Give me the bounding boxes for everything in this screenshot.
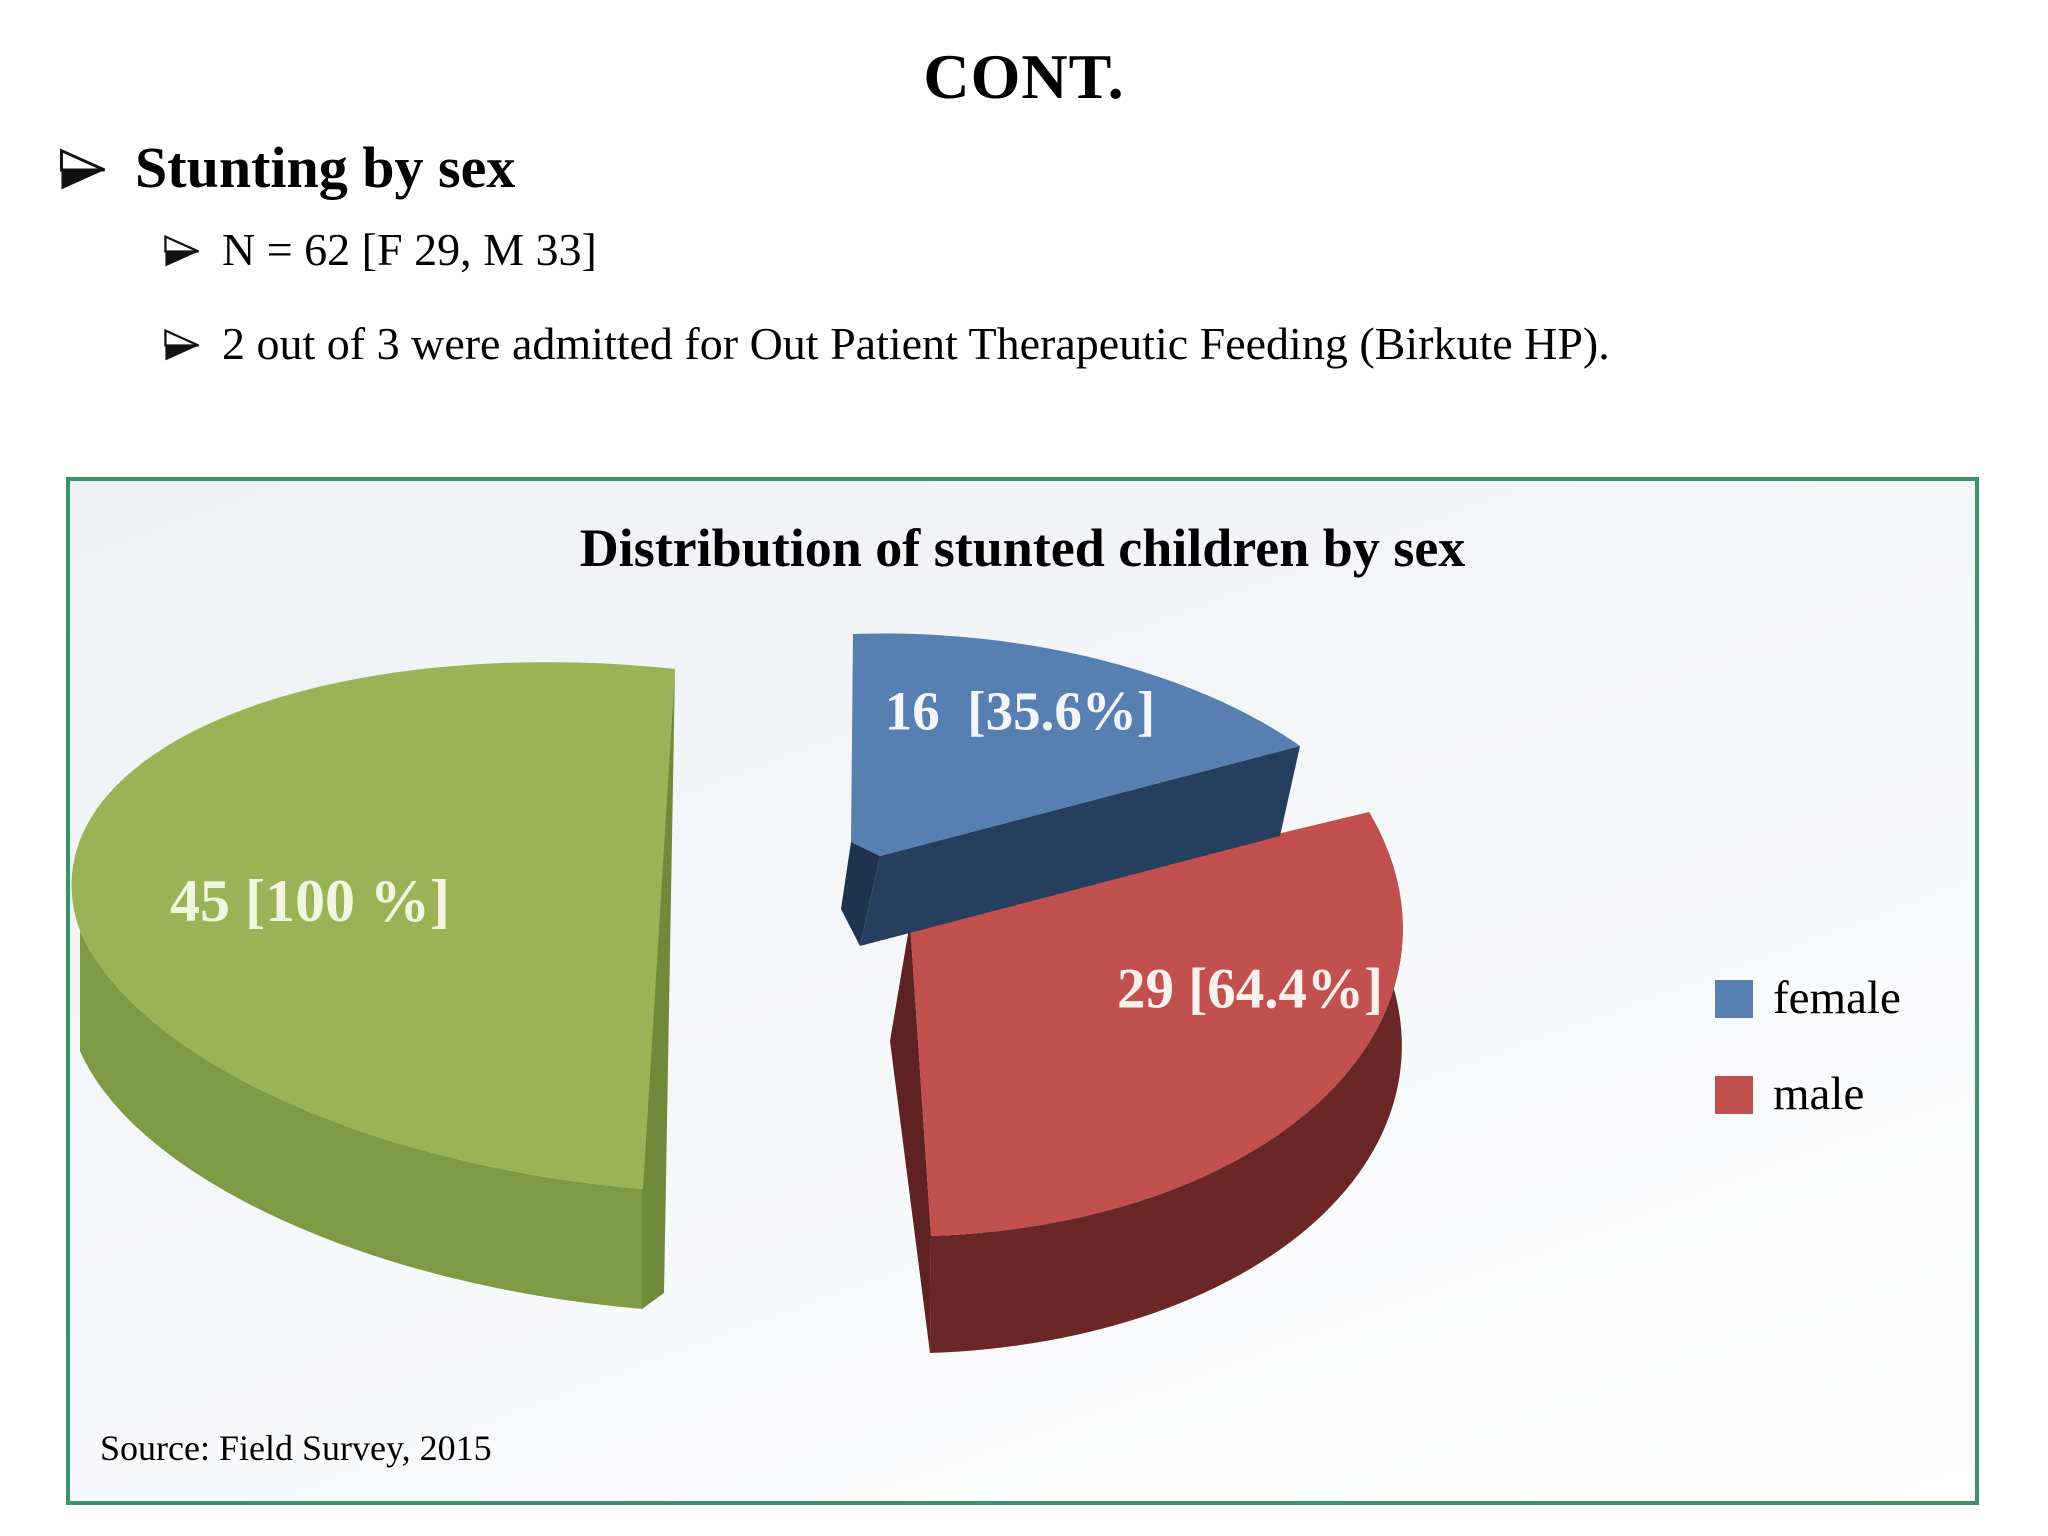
pie-slice-male-side <box>930 812 1403 1353</box>
data-label-female: 16 [35.6%] <box>884 680 1156 742</box>
chart-source: Source: Field Survey, 2015 <box>100 1428 492 1468</box>
data-label-total: 45 [100 %] <box>170 868 450 934</box>
slide-title: CONT. <box>923 41 1125 112</box>
pie-chart <box>71 633 1403 1353</box>
bullet-level1-label: Stunting by sex <box>135 135 516 200</box>
pie-slice-female <box>851 633 1300 856</box>
legend-label-male: male <box>1773 1068 1865 1120</box>
pie-slice-total-edge <box>642 669 675 1309</box>
legend-swatch-male-icon <box>1715 1075 1753 1114</box>
arrow-bullet-icon <box>59 148 106 190</box>
pie-slice-male <box>910 812 1403 1236</box>
pie-slice-male-wall <box>890 922 931 1353</box>
bullet-level2-second-label: 2 out of 3 were admitted for Out Patient… <box>222 318 1610 369</box>
arrow-bullet-icon <box>164 328 200 361</box>
chart-title: Distribution of stunted children by sex <box>579 518 1466 578</box>
chart-frame: Distribution of stunted children by sex … <box>66 477 1979 1505</box>
data-label-male: 29 [64.4%] <box>1117 957 1383 1021</box>
legend-label-female: female <box>1773 972 1901 1024</box>
bullet-level2-first: N = 62 [F 29, M 33] <box>162 224 597 277</box>
pie-slice-female-wall-left <box>841 842 880 946</box>
bullet-level1: Stunting by sex <box>57 136 515 200</box>
pie-slice-total <box>71 662 675 1189</box>
pie-slice-total-side <box>80 931 643 1309</box>
bullet-level2-first-label: N = 62 [F 29, M 33] <box>222 224 597 275</box>
legend-swatch-female-icon <box>1715 979 1753 1018</box>
bullet-level2-second: 2 out of 3 were admitted for Out Patient… <box>162 318 1610 371</box>
legend-item-female: female <box>1715 975 1901 1022</box>
legend-item-male: male <box>1715 1071 1864 1118</box>
arrow-bullet-icon <box>164 234 200 267</box>
pie-slice-female-wall <box>860 746 1300 946</box>
